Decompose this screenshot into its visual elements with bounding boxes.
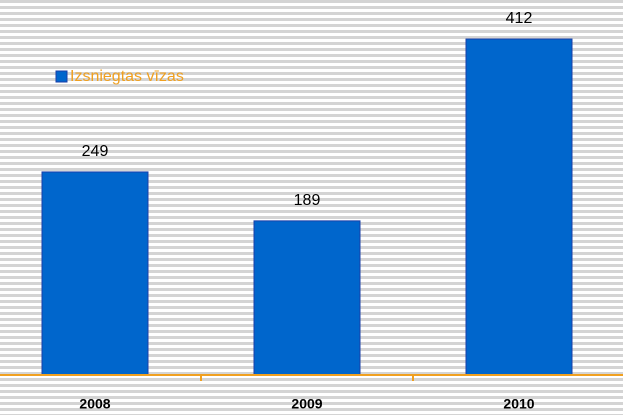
x-tick-label: 2010 xyxy=(503,396,534,412)
bar xyxy=(253,220,361,376)
bar xyxy=(41,171,149,376)
legend-label: Izsniegtas vīzas xyxy=(70,68,184,85)
x-tick-label: 2009 xyxy=(291,396,322,412)
data-label: 412 xyxy=(506,10,533,27)
legend-swatch xyxy=(55,70,68,83)
x-tick-label: 2008 xyxy=(79,396,110,412)
data-label: 189 xyxy=(294,192,321,209)
bar xyxy=(465,38,573,376)
data-label: 249 xyxy=(82,143,109,160)
